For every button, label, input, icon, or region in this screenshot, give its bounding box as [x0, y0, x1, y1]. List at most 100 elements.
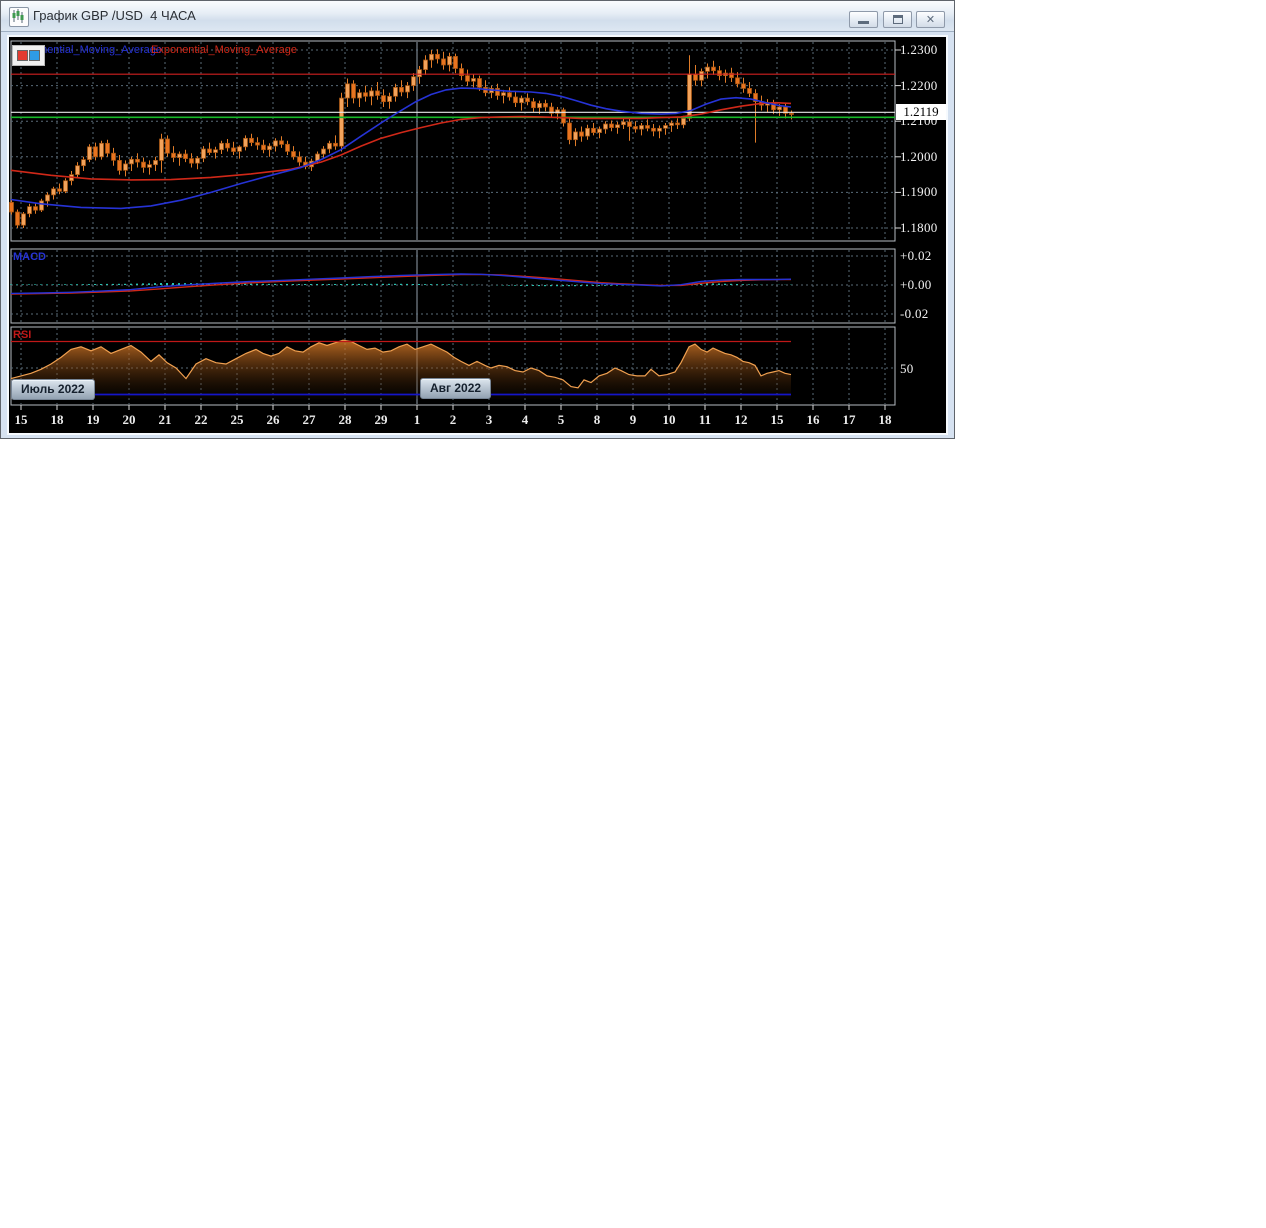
candle	[447, 56, 452, 66]
candle	[669, 122, 674, 126]
candle	[405, 85, 410, 93]
candle	[27, 206, 32, 215]
macd-axis-label: -0.02	[900, 306, 929, 321]
minimize-button[interactable]	[849, 11, 878, 28]
candle	[327, 142, 332, 150]
candle	[15, 211, 20, 226]
candle	[735, 77, 740, 85]
candle	[9, 202, 14, 213]
candle	[123, 163, 128, 171]
restore-button[interactable]	[883, 11, 912, 28]
candle	[657, 127, 662, 132]
ema-fast-line	[10, 87, 792, 210]
candle	[219, 142, 224, 151]
candle	[537, 103, 542, 109]
x-axis-label: 17	[842, 412, 856, 427]
price-axis-label: 1.1900	[900, 184, 938, 200]
x-axis-label: 25	[230, 412, 244, 427]
candle	[189, 158, 194, 164]
month-label-july: Июль 2022	[11, 379, 95, 400]
chart-client-area[interactable]: Exponential_Moving_Average Exponential_M…	[9, 37, 946, 433]
x-axis-label: 22	[194, 412, 208, 427]
candle	[699, 71, 704, 81]
candle	[453, 56, 458, 69]
close-button[interactable]: ✕	[916, 11, 945, 28]
x-axis-label: 1	[413, 412, 421, 427]
candle	[429, 53, 434, 61]
candle	[693, 73, 698, 81]
blue-swatch-icon	[29, 50, 40, 61]
candle	[549, 106, 554, 114]
chart-window: График GBP /USD 4 ЧАСА ✕ Exponential_Mov…	[0, 0, 955, 439]
candle	[711, 66, 716, 72]
candle	[789, 113, 794, 115]
candle	[351, 83, 356, 99]
candle	[369, 90, 374, 97]
candle	[231, 147, 236, 152]
candle	[753, 93, 758, 102]
candle	[57, 188, 62, 192]
candle	[555, 109, 560, 114]
candle	[291, 151, 296, 158]
chart-canvas[interactable]	[9, 37, 946, 433]
candle	[135, 158, 140, 163]
window-title: График GBP /USD 4 ЧАСА	[33, 8, 196, 23]
candle	[501, 92, 506, 96]
candle	[75, 165, 80, 175]
candle	[141, 161, 146, 168]
x-axis-label: 28	[338, 412, 352, 427]
rsi-fill	[11, 340, 791, 399]
candle	[243, 137, 248, 148]
price-axis-label: 1.2200	[900, 77, 938, 93]
macd-axis-label: +0.02	[900, 248, 932, 263]
rsi-level-label: 50	[900, 361, 914, 376]
candle	[267, 145, 272, 151]
title-bar[interactable]: График GBP /USD 4 ЧАСА ✕	[1, 1, 954, 32]
macd-panel-border	[10, 248, 896, 324]
candle	[507, 92, 512, 98]
x-axis-label: 12	[734, 412, 748, 427]
x-axis-label: 18	[878, 412, 892, 427]
candle	[39, 200, 44, 211]
x-axis-label: 16	[806, 412, 820, 427]
x-axis-label: 2	[449, 412, 457, 427]
candle	[615, 124, 620, 128]
rsi-panel-label: RSI	[13, 329, 32, 341]
macd-axis-label: +0.00	[900, 277, 932, 292]
candle	[51, 188, 56, 196]
candle	[585, 127, 590, 137]
candle	[729, 72, 734, 79]
candle	[531, 101, 536, 109]
candle	[213, 149, 218, 153]
candle	[525, 97, 530, 103]
ema-slow-line	[10, 101, 792, 181]
candle	[747, 88, 752, 94]
candle	[591, 127, 596, 133]
x-axis-label: 18	[50, 412, 64, 427]
x-axis-label: 20	[122, 412, 136, 427]
candle	[171, 152, 176, 158]
x-axis-label: 26	[266, 412, 280, 427]
candle	[627, 121, 632, 127]
candle	[117, 160, 122, 171]
candle	[45, 194, 50, 202]
minimize-icon	[858, 21, 869, 24]
candle	[99, 142, 104, 158]
candle	[639, 125, 644, 130]
candle	[333, 142, 338, 147]
main-panel-border	[10, 40, 896, 242]
candle	[159, 138, 164, 161]
candle	[63, 180, 68, 192]
macd-panel-label: MACD	[13, 251, 46, 263]
ema-slow-legend-label: Exponential_Moving_Average	[151, 44, 297, 56]
candle	[357, 92, 362, 99]
x-axis-label: 15	[770, 412, 784, 427]
candle	[237, 146, 242, 152]
candle	[93, 146, 98, 158]
x-axis-label: 8	[593, 412, 601, 427]
x-axis-label: 15	[14, 412, 28, 427]
candle	[339, 97, 344, 147]
candle	[249, 137, 254, 143]
candle	[513, 96, 518, 104]
candle	[81, 159, 86, 167]
